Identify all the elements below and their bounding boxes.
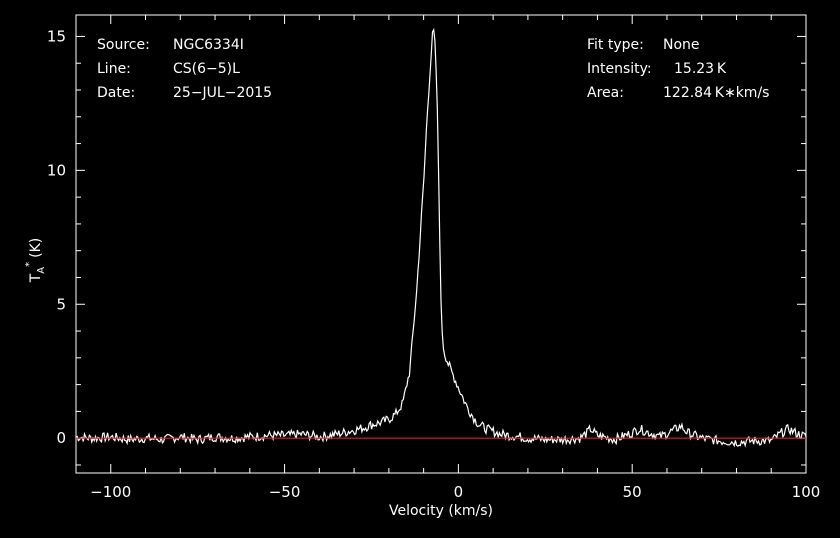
info-line-value: CS(6−5)L (173, 61, 240, 77)
y-tick-label: 15 (47, 27, 66, 45)
info-intensity-value: 15.23 K (674, 61, 727, 77)
axis-tick-labels: −100 −50 0 50 100 0 5 10 15 (47, 27, 820, 501)
y-tick-label: 0 (56, 429, 66, 447)
svg-text:TA*(K): TA* (K) (24, 238, 47, 284)
info-line-key: Line: (97, 61, 131, 77)
data-layer (75, 27, 807, 448)
x-axis-title: Velocity (km/s) (389, 503, 493, 519)
plot-frame-rect (75, 14, 807, 474)
x-tick-label: 50 (623, 483, 642, 501)
info-date-value: 25−JUL−2015 (173, 85, 272, 101)
x-tick-label: 0 (454, 483, 464, 501)
info-area-value: 122.84 K∗km/s (663, 85, 769, 101)
info-source-key: Source: (97, 37, 150, 53)
info-intensity-key: Intensity: (587, 61, 652, 77)
info-fit-type-key: Fit type: (587, 37, 644, 53)
spectrum-line (75, 27, 807, 448)
y-axis-title-superscript: * (24, 262, 35, 267)
y-axis-title-unit: (K) (28, 238, 44, 258)
x-tick-label: −100 (90, 483, 131, 501)
info-area-key: Area: (587, 85, 624, 101)
x-tick-label: 100 (792, 483, 821, 501)
y-tick-label: 10 (47, 161, 66, 179)
y-axis-title: TA* (K) (24, 238, 47, 284)
info-fit-type-value: None (663, 37, 700, 53)
info-date-key: Date: (97, 85, 135, 101)
y-axis-title-subscript: A (36, 267, 47, 274)
y-tick-label: 5 (56, 295, 66, 313)
plot-frame (75, 14, 807, 474)
y-axis-title-symbol: T (28, 273, 44, 283)
info-source-value: NGC6334I (173, 37, 244, 53)
axis-ticks (75, 15, 807, 473)
x-tick-label: −50 (269, 483, 301, 501)
